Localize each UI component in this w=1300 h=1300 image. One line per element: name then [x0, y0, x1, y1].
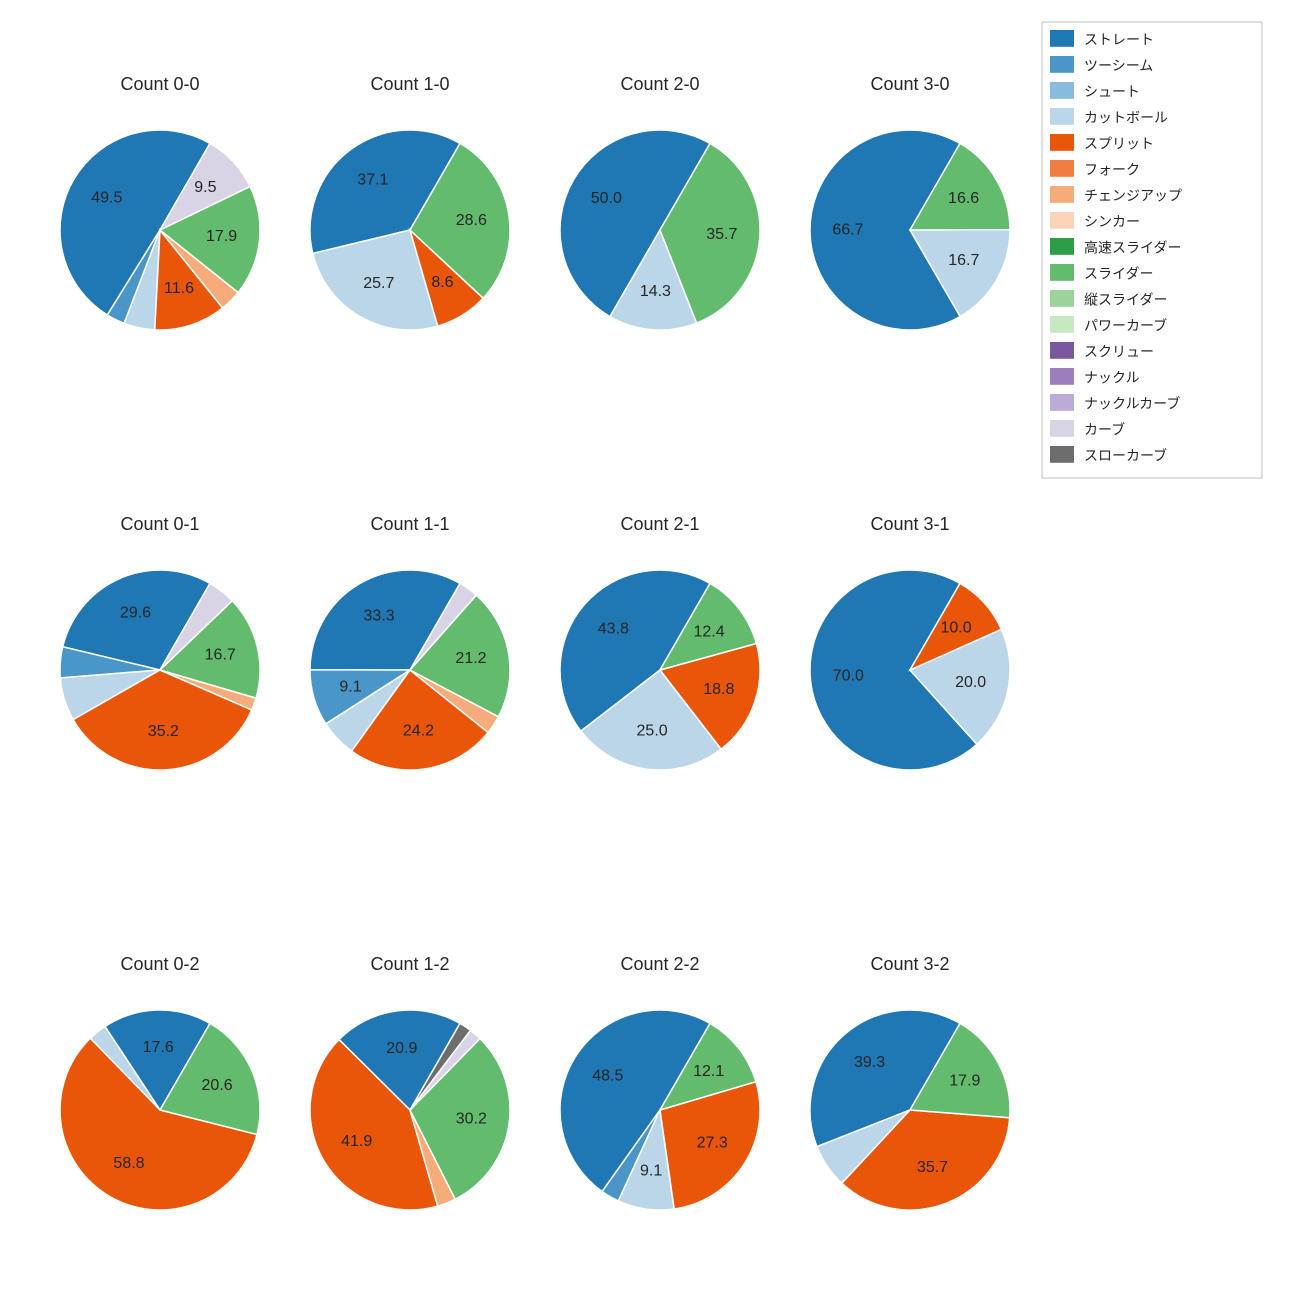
legend-label: カーブ	[1084, 421, 1125, 437]
slice-label: 20.0	[955, 674, 986, 691]
slice-label: 9.1	[640, 1163, 662, 1180]
slice-label: 9.5	[194, 179, 216, 196]
slice-label: 41.9	[341, 1133, 372, 1150]
slice-label: 17.9	[206, 228, 237, 245]
legend-swatch	[1050, 108, 1074, 125]
slice-label: 9.1	[339, 679, 361, 696]
slice-label: 28.6	[456, 212, 487, 229]
slice-label: 16.7	[948, 252, 979, 269]
legend-label: スクリュー	[1084, 343, 1154, 359]
legend-swatch	[1050, 186, 1074, 203]
slice-label: 27.3	[697, 1135, 728, 1152]
slice-label: 16.7	[205, 646, 236, 663]
chart-title: Count 0-0	[120, 74, 199, 94]
legend-swatch	[1050, 212, 1074, 229]
slice-label: 17.9	[949, 1072, 980, 1089]
slice-label: 25.0	[637, 723, 668, 740]
slice-label: 39.3	[854, 1054, 885, 1071]
slice-label: 18.8	[703, 681, 734, 698]
legend-swatch	[1050, 30, 1074, 47]
legend-swatch	[1050, 238, 1074, 255]
slice-label: 10.0	[941, 620, 972, 637]
legend-label: ストレート	[1084, 31, 1154, 47]
slice-label: 35.2	[148, 723, 179, 740]
legend-swatch	[1050, 160, 1074, 177]
legend-swatch	[1050, 420, 1074, 437]
legend-label: シュート	[1084, 83, 1140, 99]
chart-title: Count 0-2	[120, 954, 199, 974]
slice-label: 12.4	[693, 623, 724, 640]
slice-label: 35.7	[706, 226, 737, 243]
slice-label: 20.9	[386, 1040, 417, 1057]
legend-label: ツーシーム	[1084, 57, 1153, 73]
legend-swatch	[1050, 56, 1074, 73]
chart-title: Count 1-2	[370, 954, 449, 974]
chart-title: Count 2-0	[620, 74, 699, 94]
legend-swatch	[1050, 316, 1074, 333]
legend-swatch	[1050, 342, 1074, 359]
legend-label: スローカーブ	[1084, 447, 1167, 463]
slice-label: 29.6	[120, 604, 151, 621]
slice-label: 58.8	[113, 1155, 144, 1172]
legend-swatch	[1050, 368, 1074, 385]
pitch-mix-grid: Count 0-0 49.5 11.6 17.9 9.5 Count 1-0 37.1 25.…	[0, 0, 1300, 1300]
legend-swatch	[1050, 82, 1074, 99]
chart-title: Count 3-0	[870, 74, 949, 94]
slice-label: 33.3	[363, 607, 394, 624]
slice-label: 48.5	[592, 1068, 623, 1085]
chart-title: Count 1-1	[370, 514, 449, 534]
legend-label: 縦スライダー	[1084, 291, 1167, 307]
slice-label: 43.8	[598, 620, 629, 637]
slice-label: 8.6	[431, 274, 453, 291]
slice-label: 11.6	[164, 280, 194, 297]
legend-label: パワーカーブ	[1084, 317, 1167, 333]
legend-label: スプリット	[1084, 135, 1154, 151]
legend-label: チェンジアップ	[1084, 187, 1182, 203]
legend-label: ナックル	[1084, 369, 1140, 385]
legend-label: 高速スライダー	[1084, 239, 1181, 255]
slice-label: 24.2	[403, 723, 434, 740]
slice-label: 70.0	[833, 668, 864, 685]
chart-title: Count 2-1	[620, 514, 699, 534]
legend-label: ナックルカーブ	[1084, 395, 1180, 411]
slice-label: 49.5	[91, 189, 122, 206]
slice-label: 66.7	[832, 221, 863, 238]
slice-label: 14.3	[640, 283, 671, 300]
slice-label: 25.7	[363, 275, 394, 292]
slice-label: 16.6	[948, 190, 979, 207]
chart-title: Count 0-1	[120, 514, 199, 534]
chart-title: Count 2-2	[620, 954, 699, 974]
legend-swatch	[1050, 290, 1074, 307]
slice-label: 21.2	[455, 650, 486, 667]
slice-label: 30.2	[456, 1111, 487, 1128]
legend-swatch	[1050, 394, 1074, 411]
slice-label: 35.7	[917, 1159, 948, 1176]
chart-title: Count 3-1	[870, 514, 949, 534]
slice-label: 17.6	[143, 1039, 174, 1056]
legend-label: スライダー	[1084, 265, 1153, 281]
legend-label: フォーク	[1084, 161, 1140, 177]
legend-swatch	[1050, 446, 1074, 463]
slice-label: 20.6	[202, 1077, 233, 1094]
slice-label: 12.1	[693, 1063, 724, 1080]
chart-title: Count 1-0	[370, 74, 449, 94]
chart-title: Count 3-2	[870, 954, 949, 974]
legend-label: カットボール	[1084, 109, 1168, 125]
slice-label: 37.1	[357, 172, 388, 189]
legend-swatch	[1050, 134, 1074, 151]
legend-label: シンカー	[1084, 213, 1140, 229]
legend-swatch	[1050, 264, 1074, 281]
slice-label: 50.0	[591, 190, 622, 207]
